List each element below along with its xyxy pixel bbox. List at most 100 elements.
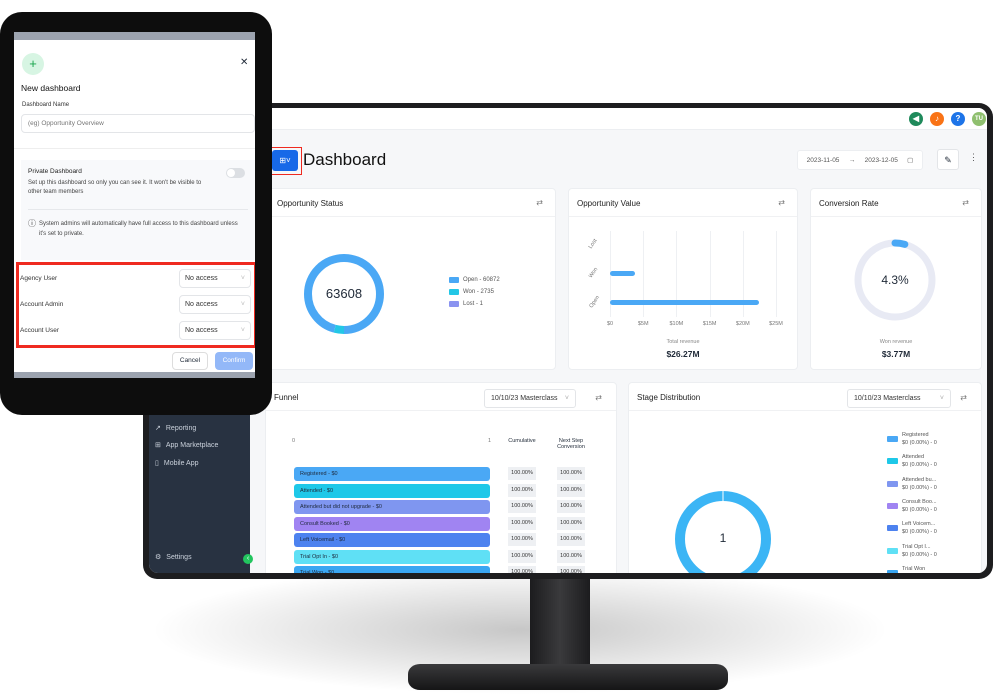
info-icon: ⓘ <box>28 219 36 228</box>
y-tick: Lost <box>587 238 599 251</box>
bar-open[interactable] <box>610 299 760 305</box>
swap-icon[interactable]: ⇄ <box>778 198 785 207</box>
dashboard-name-label: Dashboard Name <box>22 102 70 108</box>
phone-icon: ▯ <box>155 460 159 467</box>
collapse-sidebar-button[interactable]: ‹ <box>243 554 253 564</box>
sidebar-item-settings[interactable]: ⚙ Settings <box>155 553 192 562</box>
help-icon[interactable]: ? <box>951 112 965 126</box>
legend-swatch <box>887 458 898 465</box>
axis-tick: 0 <box>292 438 296 444</box>
edit-button[interactable]: ✎ <box>937 149 959 170</box>
swap-icon[interactable]: ⇄ <box>962 198 969 207</box>
y-tick: Open <box>588 294 602 309</box>
bell-icon[interactable]: ♪ <box>930 112 944 126</box>
dashboard-name-input[interactable] <box>21 114 255 133</box>
new-dashboard-modal: + ✕ New dashboard Dashboard Name Private… <box>14 32 255 395</box>
role-label: Agency User <box>20 275 58 282</box>
x-tick: $25M <box>769 321 783 327</box>
swap-icon[interactable]: ⇄ <box>536 198 543 207</box>
funnel-bar[interactable]: Registered - $0 <box>294 467 490 481</box>
cumulative-value: 100.00% <box>508 500 536 513</box>
stage-distribution-card: Stage Distribution 10/10/23 Masterclass ˅… <box>628 382 982 573</box>
sidebar-item-mobile-app[interactable]: ▯ Mobile App <box>155 459 199 468</box>
tablet: + ✕ New dashboard Dashboard Name Private… <box>0 12 272 415</box>
gear-icon: ⚙ <box>155 554 162 561</box>
bar-won[interactable] <box>610 271 636 276</box>
next-step-header: Next Step Conversion <box>557 438 585 450</box>
funnel-bar[interactable]: Consult Booked - $0 <box>294 516 490 531</box>
opportunity-status-donut <box>304 254 384 334</box>
gauge-fill <box>854 239 936 321</box>
won-revenue-label: Won revenue <box>879 339 913 345</box>
privacy-section <box>21 160 255 260</box>
swap-icon[interactable]: ⇄ <box>595 393 602 402</box>
x-tick: $20M <box>735 321 750 327</box>
y-tick: Won <box>587 266 600 280</box>
legend-item: Registered $0 (0.00%) - 0 <box>902 432 937 446</box>
x-tick: $15M <box>702 321 717 327</box>
top-bar: ◀ ♪ ? TU <box>250 108 987 130</box>
cancel-button[interactable]: Cancel <box>172 352 208 370</box>
divider <box>629 410 981 411</box>
arrow-right-icon: → <box>848 156 856 164</box>
role-label: Account Admin <box>20 301 64 308</box>
legend-item: Won - 2735 <box>449 289 500 295</box>
legend: Open - 60872 Won - 2735 Lost - 1 <box>449 277 500 307</box>
next-step-value: 100.00% <box>557 483 585 497</box>
cumulative-value: 100.00% <box>508 549 536 563</box>
cumulative-value: 100.00% <box>508 566 536 573</box>
cumulative-header: Cumulative <box>508 438 536 444</box>
divider <box>269 216 555 217</box>
donut-total: 63608 <box>325 286 363 301</box>
funnel-bar[interactable]: Attended - $0 <box>294 483 490 498</box>
role-access-select[interactable]: No access ˅ <box>179 295 251 314</box>
more-options-icon[interactable]: ⋮ <box>969 152 978 162</box>
confirm-button[interactable]: Confirm <box>215 352 253 370</box>
next-step-value: 100.00% <box>557 549 585 563</box>
legend-swatch <box>887 502 898 509</box>
next-step-value: 100.00% <box>557 467 585 480</box>
cumulative-value: 100.00% <box>508 516 536 530</box>
next-step-value: 100.00% <box>557 533 585 546</box>
funnel-card: Funnel 10/10/23 Masterclass ˅ ⇄ 0 1 Cumul… <box>265 382 617 573</box>
funnel-bar[interactable]: Attended but did not upgrade - $0 <box>294 500 490 514</box>
funnel-filter-select[interactable]: 10/10/23 Masterclass ˅ <box>484 389 576 408</box>
stage-filter-select[interactable]: 10/10/23 Masterclass ˅ <box>847 389 951 408</box>
trend-icon: ↗ <box>155 425 161 432</box>
sidebar-item-app-marketplace[interactable]: ⊞ App Marketplace <box>155 441 219 450</box>
close-icon[interactable]: ✕ <box>240 57 249 68</box>
private-dashboard-toggle[interactable] <box>226 168 245 178</box>
app-screen: ↗ Reporting ⊞ App Marketplace ▯ Mobile App … <box>149 108 987 573</box>
conversion-rate-card: Conversion Rate ⇄ 4.3% Won revenue $3.77… <box>810 188 982 370</box>
role-access-select[interactable]: No access ˅ <box>179 269 251 288</box>
swap-icon[interactable]: ⇄ <box>960 393 967 402</box>
date-range-picker[interactable]: 2023-11-05 → 2023-12-05 ▢ <box>797 150 923 170</box>
role-label: Account User <box>20 327 60 334</box>
funnel-bar[interactable]: Trial Opt In - $0 <box>294 549 490 564</box>
legend-item: Attended $0 (0.00%) - 0 <box>902 454 937 469</box>
backdrop-strip <box>14 32 255 40</box>
funnel-bar[interactable]: Trial Won - $0 <box>294 566 490 573</box>
opportunity-value-bar-chart: $0 $5M $10M $15M $20M $25M Lost Won Open <box>588 231 783 327</box>
divider <box>569 216 797 217</box>
highlight-box <box>16 262 255 348</box>
legend-swatch <box>887 525 898 532</box>
backdrop-strip <box>14 372 255 378</box>
megaphone-icon[interactable]: ◀ <box>909 112 923 126</box>
private-dashboard-label: Private Dashboard <box>28 168 82 175</box>
stage-distribution-donut <box>675 491 771 573</box>
dashboard-switcher-button[interactable]: ⊞˅ <box>272 150 298 171</box>
next-step-value: 100.00% <box>557 516 585 530</box>
role-access-select[interactable]: No access ˅ <box>179 321 251 340</box>
sidebar-item-reporting[interactable]: ↗ Reporting <box>155 424 197 433</box>
next-step-value: 100.00% <box>557 500 585 513</box>
divider <box>266 410 616 411</box>
avatar[interactable]: TU <box>972 112 986 126</box>
funnel-bar[interactable]: Left Voicemail - $0 <box>294 533 490 547</box>
divider <box>28 209 248 210</box>
legend-swatch <box>887 480 898 487</box>
modal-title: New dashboard <box>21 83 81 93</box>
cumulative-value: 100.00% <box>508 533 536 546</box>
grid-line <box>776 231 777 317</box>
grid-line <box>643 231 645 317</box>
